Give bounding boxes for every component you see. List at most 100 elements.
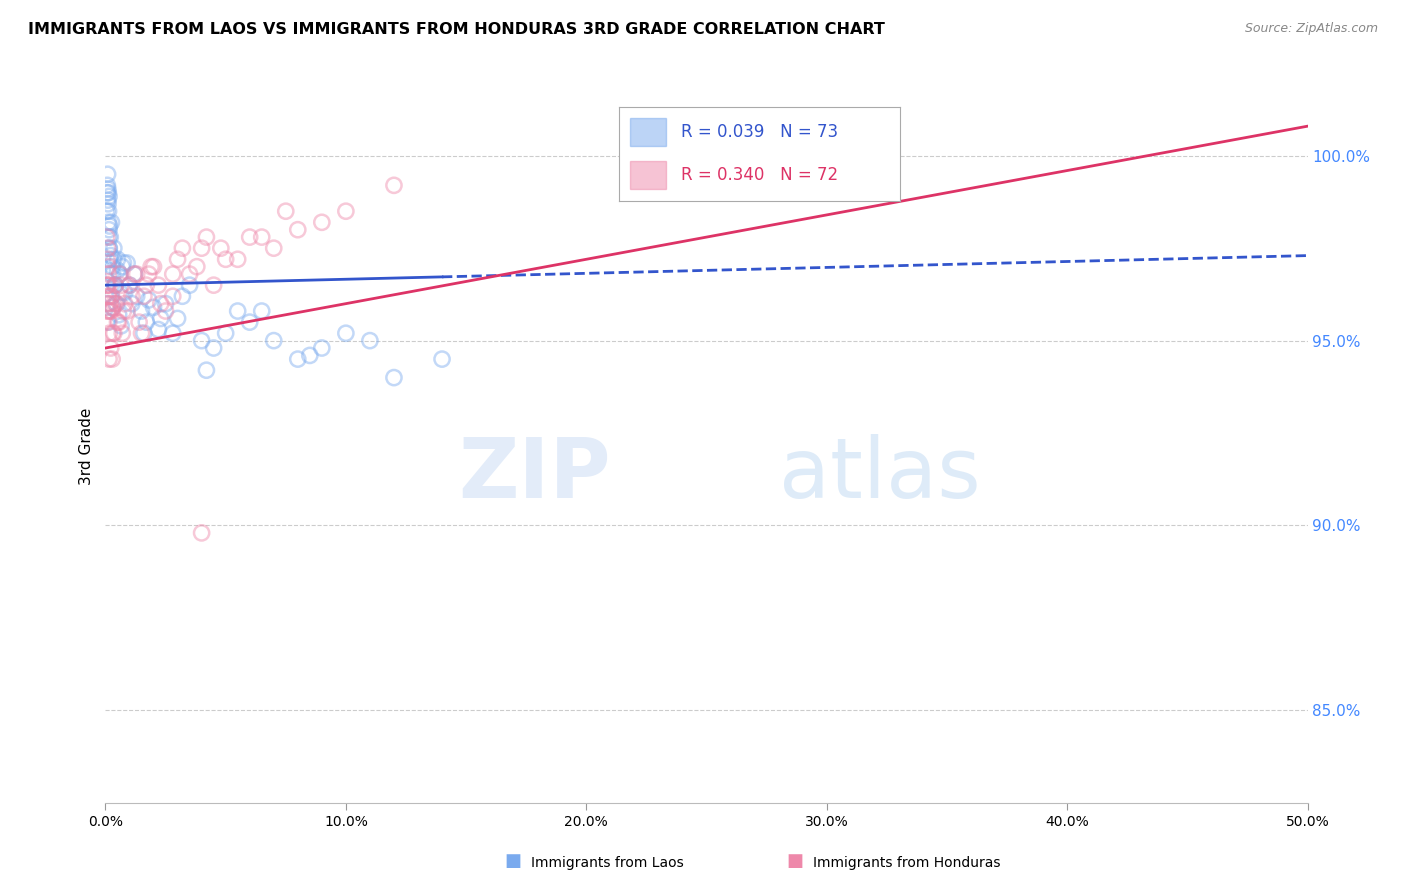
Point (96, 296, 118, 310)
Point (149, 311, 172, 326)
Y-axis label: 3rd Grade: 3rd Grade (79, 408, 94, 484)
Point (239, 315, 262, 329)
Point (107, 315, 129, 329)
Point (98, 278, 121, 293)
Point (172, 289, 194, 303)
Point (125, 289, 148, 303)
Point (100, 289, 122, 303)
Point (103, 241, 125, 255)
Point (190, 525, 212, 540)
Point (105, 296, 128, 310)
Point (142, 301, 165, 315)
Point (131, 326, 153, 341)
Point (97, 315, 120, 329)
Point (214, 252, 236, 267)
Point (105, 296, 128, 310)
Point (108, 267, 131, 281)
Bar (630, 119, 666, 146)
Point (98, 326, 121, 341)
Point (108, 285, 131, 300)
Point (98, 352, 121, 367)
Point (124, 267, 146, 281)
Point (98, 241, 121, 255)
Point (250, 304, 273, 318)
Point (250, 230, 273, 244)
Point (172, 241, 194, 255)
Point (101, 260, 124, 274)
Point (382, 370, 405, 384)
Point (186, 260, 208, 274)
Point (138, 293, 160, 307)
Point (166, 311, 188, 326)
Point (125, 267, 148, 281)
Point (111, 326, 134, 341)
Point (768, 130, 790, 145)
Point (202, 278, 225, 293)
Point (104, 278, 127, 293)
Text: IMMIGRANTS FROM LAOS VS IMMIGRANTS FROM HONDURAS 3RD GRADE CORRELATION CHART: IMMIGRANTS FROM LAOS VS IMMIGRANTS FROM … (28, 22, 884, 37)
Point (101, 267, 124, 281)
Point (135, 315, 157, 329)
Point (98, 230, 121, 244)
Point (311, 341, 333, 355)
Point (128, 315, 150, 329)
Point (132, 326, 155, 341)
Point (97, 196, 120, 211)
Point (98, 267, 121, 281)
Point (97, 182, 120, 196)
Point (179, 267, 201, 281)
Point (96, 204, 118, 219)
Text: ■: ■ (505, 852, 522, 870)
Text: Source: ZipAtlas.com: Source: ZipAtlas.com (1244, 22, 1378, 36)
Point (202, 341, 225, 355)
Point (96, 230, 118, 244)
Point (100, 289, 122, 303)
Point (121, 296, 143, 310)
Point (114, 285, 136, 300)
Point (101, 326, 124, 341)
Point (100, 249, 122, 263)
Point (226, 304, 249, 318)
Point (162, 267, 184, 281)
Point (98, 296, 121, 310)
Point (335, 204, 357, 219)
Point (359, 334, 381, 348)
Point (97, 167, 120, 181)
Point (131, 304, 153, 318)
Point (96, 252, 118, 267)
Point (98, 252, 121, 267)
Point (110, 278, 132, 293)
Point (97, 315, 120, 329)
Point (430, 352, 453, 367)
Point (104, 278, 127, 293)
Point (108, 267, 131, 281)
Point (132, 289, 155, 303)
Point (274, 204, 297, 219)
Text: ■: ■ (786, 852, 803, 870)
Point (103, 252, 125, 267)
Point (115, 256, 138, 270)
Point (190, 241, 212, 255)
Text: Immigrants from Laos: Immigrants from Laos (531, 855, 685, 870)
Point (287, 352, 309, 367)
Point (263, 334, 285, 348)
Point (100, 215, 122, 229)
Point (97, 289, 120, 303)
Point (298, 348, 321, 362)
Point (190, 334, 212, 348)
Point (97, 193, 120, 207)
Point (162, 289, 184, 303)
Point (121, 289, 143, 303)
Point (311, 215, 333, 229)
Point (97, 304, 120, 318)
Point (195, 363, 218, 377)
Point (155, 304, 177, 318)
Point (96, 278, 118, 293)
Point (97, 267, 120, 281)
Text: ZIP: ZIP (458, 434, 610, 515)
Point (118, 278, 141, 293)
Point (97, 186, 120, 200)
Point (335, 326, 357, 341)
Point (107, 315, 129, 329)
Point (97, 215, 120, 229)
